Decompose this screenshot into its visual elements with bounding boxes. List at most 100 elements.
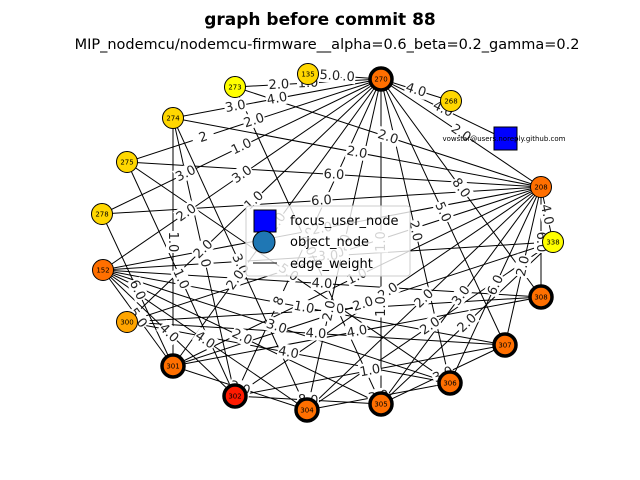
object-node-152: 152 — [92, 259, 114, 281]
edge-weight-text: 2.0 — [376, 127, 400, 148]
legend: focus_user_node object_node edge_weight — [245, 205, 411, 277]
object-node-208: 208 — [530, 176, 552, 198]
edge-weight-label: 1.0 — [165, 231, 181, 253]
edge-weight-text: 4.0 — [311, 276, 333, 292]
node-label: 278 — [95, 211, 108, 219]
node-circle — [162, 107, 184, 129]
edge-weight-label: 2.0 — [318, 298, 339, 323]
node-circle — [91, 203, 113, 225]
node-label: 208 — [534, 184, 547, 192]
edge-weight-text: 5.0 — [431, 200, 453, 225]
edge-weight-label: 2.0 — [344, 142, 370, 163]
edge-weight-bg — [447, 120, 475, 145]
focus-user-label: vowstar@users.noreply.github.com — [443, 135, 566, 143]
edge-weight-bg — [189, 235, 216, 262]
edge-weight-bg — [310, 191, 333, 209]
edge-weight-bg — [223, 96, 248, 116]
node-circle — [368, 391, 394, 417]
edge-weight-label: 2.0 — [375, 125, 401, 148]
node-label: 135 — [301, 71, 314, 79]
edge-weight-bg — [222, 266, 248, 293]
object-node-338: 338 — [542, 231, 564, 253]
edge-weight-text: 4.0 — [346, 323, 369, 342]
edge-weight-bg — [416, 313, 444, 338]
edge-weight-bg — [266, 287, 290, 314]
edge-weight-label: 4.0 — [191, 327, 219, 352]
object-node-270: 270 — [368, 66, 394, 92]
edge-weight-text: 1.0 — [374, 296, 389, 317]
object-node-302: 302 — [222, 383, 248, 409]
edge-weight-text: 2.0 — [345, 144, 368, 163]
edge-weight-bg — [410, 285, 437, 312]
object-node-273: 273 — [224, 76, 246, 98]
edge-weight-bg — [191, 327, 219, 352]
legend-circle-icon — [252, 230, 276, 254]
edge-weight-label: 3.0 — [223, 96, 248, 116]
edge-weight-label: 1.0 — [291, 297, 317, 318]
object-node-275: 275 — [116, 151, 138, 173]
node-circle — [530, 176, 552, 198]
edge-weight-text: 6.0 — [323, 167, 345, 183]
edge-weight-bg — [229, 325, 256, 349]
edge-weight-text: 8.0 — [448, 176, 472, 202]
node-circle — [440, 90, 462, 112]
edge-weight-text: 1.0 — [292, 299, 315, 318]
object-node-306: 306 — [437, 370, 463, 396]
edge-weight-label: 6.0 — [322, 165, 346, 183]
node-label: 152 — [96, 267, 109, 275]
edge-weight-bg — [322, 165, 346, 183]
node-circle — [222, 383, 248, 409]
edge-weight-bg — [172, 199, 200, 225]
edge-weight-bg — [403, 79, 429, 100]
node-label: 338 — [546, 239, 559, 247]
legend-focus-user: focus_user_node — [290, 214, 399, 229]
node-layer: 135 270 268 273 274 275 278 208 338 152 308 300 307 3… — [91, 63, 564, 423]
edge-weight-text: 2.0 — [320, 299, 339, 322]
edge-weight-label: 8 — [266, 287, 290, 314]
edge-weight-text: 4.0 — [404, 80, 428, 101]
edge-weight-text: 2.0 — [242, 111, 266, 132]
edge-weight-label: 3.0 — [228, 161, 256, 187]
edge-weight-text: 3.0 — [230, 163, 256, 187]
edge-weight-bg — [318, 66, 342, 84]
node-circle — [224, 76, 246, 98]
edge-weight-label: 4.0 — [403, 79, 429, 101]
edge-weight-text: 2.0 — [351, 294, 375, 315]
node-label: 302 — [228, 393, 241, 401]
edge-weight-label: 4.0 — [304, 324, 328, 342]
edge-weight-bg — [156, 319, 183, 346]
edge-weight-bg — [453, 309, 480, 336]
edge-weight-bg — [267, 76, 291, 93]
edge-weight-bg — [357, 360, 383, 380]
edge-weight-text: 2.0 — [514, 254, 533, 277]
edge-weight-bg — [170, 265, 193, 292]
figure-subtitle: MIP_nodemcu/nodemcu-firmware__alpha=0.6_… — [75, 37, 580, 53]
edge-weight-label: 4.0 — [310, 274, 334, 292]
edge-weight-label: 4.0 — [264, 88, 290, 109]
edge-weight-label: 2 — [190, 126, 216, 148]
edge-weight-bg — [310, 274, 334, 292]
edge-weight-bg — [125, 304, 151, 332]
node-label: 308 — [534, 294, 547, 302]
object-node-274: 274 — [162, 107, 184, 129]
node-label: 270 — [374, 76, 387, 84]
object-node-135: 135 — [297, 63, 319, 85]
node-circle — [492, 332, 518, 358]
edge-weight-bg — [406, 218, 426, 244]
edge-weight-text: 6.0 — [485, 273, 507, 298]
edge-weight-bg — [537, 202, 558, 227]
user-node: vowstar@users.noreply.github.com — [443, 126, 566, 151]
edge-weight-text: 4.0 — [266, 90, 289, 109]
node-circle — [297, 63, 319, 85]
edge-weight-bg — [373, 295, 388, 318]
node-label: 306 — [443, 380, 457, 388]
edge-weight-bg — [448, 281, 474, 309]
edge-weight-text: 5.0 — [319, 68, 341, 84]
edge-weight-bg — [291, 297, 317, 317]
node-circle — [116, 151, 138, 173]
edge-weight-bg — [350, 292, 376, 315]
node-label: 274 — [166, 115, 180, 123]
edge-weight-bg — [126, 276, 150, 303]
node-circle — [542, 231, 564, 253]
edge-weight-text: 4.0 — [277, 344, 300, 363]
